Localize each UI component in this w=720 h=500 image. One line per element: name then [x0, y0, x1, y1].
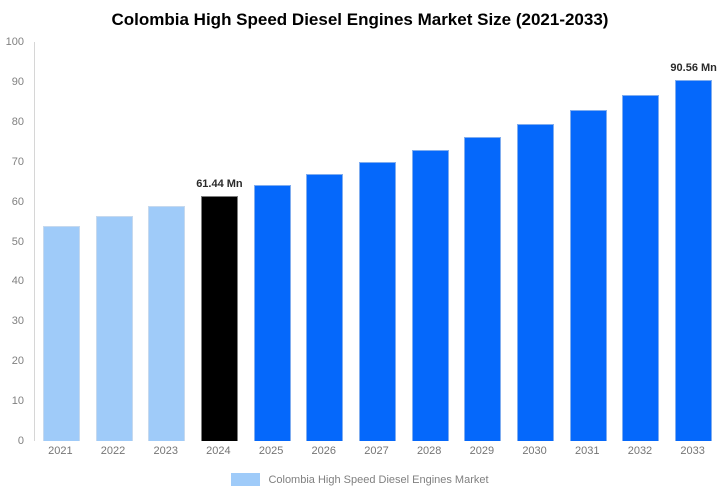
bar-2028[interactable]: [411, 150, 449, 441]
bar-2032[interactable]: [622, 95, 660, 441]
y-tick-label: 50: [11, 235, 24, 248]
bar-2033[interactable]: [675, 79, 713, 441]
bar-2024[interactable]: [200, 195, 238, 441]
y-tick-label: 10: [11, 395, 24, 408]
y-tick-label: 80: [11, 115, 24, 128]
x-tick-label: 2024: [206, 445, 231, 457]
bar-value-label: 90.56 Mn: [670, 61, 717, 74]
bar-2022[interactable]: [95, 216, 133, 441]
x-axis: 2021 2022 2023 2024 2025 2026 2027 2028 2029 2030…: [34, 445, 719, 461]
x-tick-label: 2033: [680, 445, 705, 457]
bar-2023[interactable]: [148, 206, 186, 441]
x-tick-label: 2021: [48, 445, 73, 457]
legend-label: Colombia High Speed Diesel Engines Marke…: [268, 473, 489, 486]
x-tick-label: 2026: [311, 445, 337, 457]
y-tick-label: 40: [11, 275, 24, 288]
y-tick-label: 60: [11, 195, 24, 208]
y-tick-label: 90: [11, 75, 24, 88]
x-tick-label: 2023: [153, 445, 178, 457]
x-tick-label: 2028: [416, 445, 442, 457]
x-tick-label: 2025: [258, 445, 284, 457]
bar-2026[interactable]: [306, 174, 344, 441]
x-tick-label: 2027: [364, 445, 389, 457]
legend-item[interactable]: Colombia High Speed Diesel Engines Marke…: [0, 473, 720, 486]
y-tick-label: 0: [17, 435, 24, 447]
x-tick-label: 2031: [575, 445, 600, 457]
y-tick-label: 100: [5, 36, 24, 48]
bar-value-label: 61.44 Mn: [196, 177, 243, 190]
bar-2031[interactable]: [569, 109, 607, 441]
y-axis: 0 10 20 30 40 50 60 70 80 90 100: [0, 36, 29, 447]
chart-title: Colombia High Speed Diesel Engines Marke…: [111, 10, 609, 29]
x-tick-label: 2029: [469, 445, 495, 457]
bar-2027[interactable]: [359, 162, 396, 441]
bar-2025[interactable]: [253, 185, 291, 441]
y-tick-label: 70: [11, 155, 24, 168]
plot-area: 61.44 Mn 90.56 Mn: [34, 42, 720, 441]
bar-2021[interactable]: [42, 225, 80, 441]
x-tick-label: 2032: [627, 445, 653, 457]
legend-swatch-icon: [231, 473, 261, 486]
x-tick-label: 2030: [522, 445, 547, 457]
y-tick-label: 30: [11, 315, 24, 328]
bar-2029[interactable]: [464, 136, 502, 441]
y-tick-label: 20: [11, 355, 24, 368]
x-tick-label: 2022: [100, 445, 126, 457]
bar-2030[interactable]: [517, 123, 555, 441]
